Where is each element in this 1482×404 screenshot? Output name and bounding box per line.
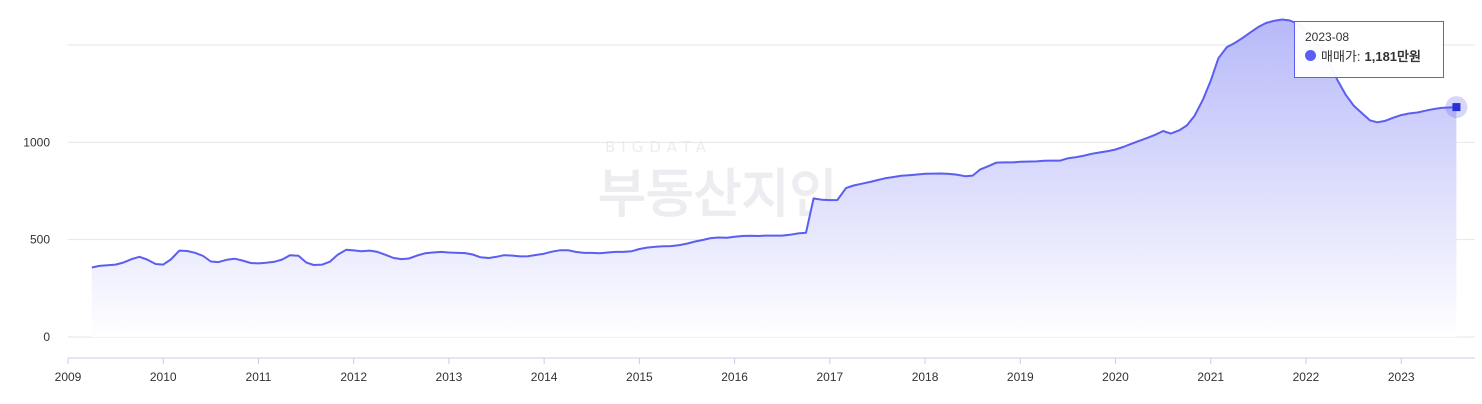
x-tick-label: 2015 (626, 370, 653, 384)
x-tick-label: 2020 (1102, 370, 1129, 384)
series-dot-icon (1305, 50, 1316, 61)
x-tick-label: 2009 (55, 370, 82, 384)
y-tick-label: 0 (43, 330, 50, 344)
x-tick-label: 2018 (912, 370, 939, 384)
x-tick-label: 2022 (1293, 370, 1320, 384)
x-tick-label: 2016 (721, 370, 748, 384)
y-tick-label: 500 (30, 233, 50, 247)
x-tick-label: 2011 (246, 370, 272, 384)
x-tick-label: 2012 (340, 370, 367, 384)
watermark-bigdata: BIGDATA (605, 138, 712, 156)
tooltip-series-label: 매매가: (1321, 49, 1361, 64)
y-axis-labels: 0 500 1000 (23, 135, 50, 344)
hover-marker (1445, 96, 1468, 119)
x-tick-label: 2023 (1388, 370, 1415, 384)
series-line (91, 18, 1457, 269)
tooltip-value: 1,181만원 (1364, 49, 1421, 64)
x-tick-label: 2017 (816, 370, 843, 384)
x-tick-label: 2014 (531, 370, 558, 384)
tooltip: 2023-08 매매가: 1,181만원 (1294, 21, 1444, 78)
tooltip-date: 2023-08 (1305, 30, 1350, 44)
tooltip-row: 매매가: 1,181만원 (1305, 46, 1433, 65)
watermark-logo: 부동산지인 (598, 165, 837, 225)
y-tick-label: 1000 (23, 135, 50, 149)
watermark: BIGDATA 부동산지인 (598, 138, 837, 225)
x-tick-label: 2021 (1197, 370, 1224, 384)
highlight-point (1452, 103, 1461, 112)
line-layer (91, 18, 1457, 269)
area-layer (91, 19, 1457, 337)
x-tick-label: 2019 (1007, 370, 1034, 384)
x-axis (67, 357, 1475, 364)
series-area (91, 19, 1457, 337)
x-tick-label: 2010 (150, 370, 177, 384)
x-tick-label: 2013 (436, 370, 463, 384)
x-axis-labels: 2009 2010 2011 2012 2013 2014 2015 2016 2017 2018… (55, 370, 1415, 384)
